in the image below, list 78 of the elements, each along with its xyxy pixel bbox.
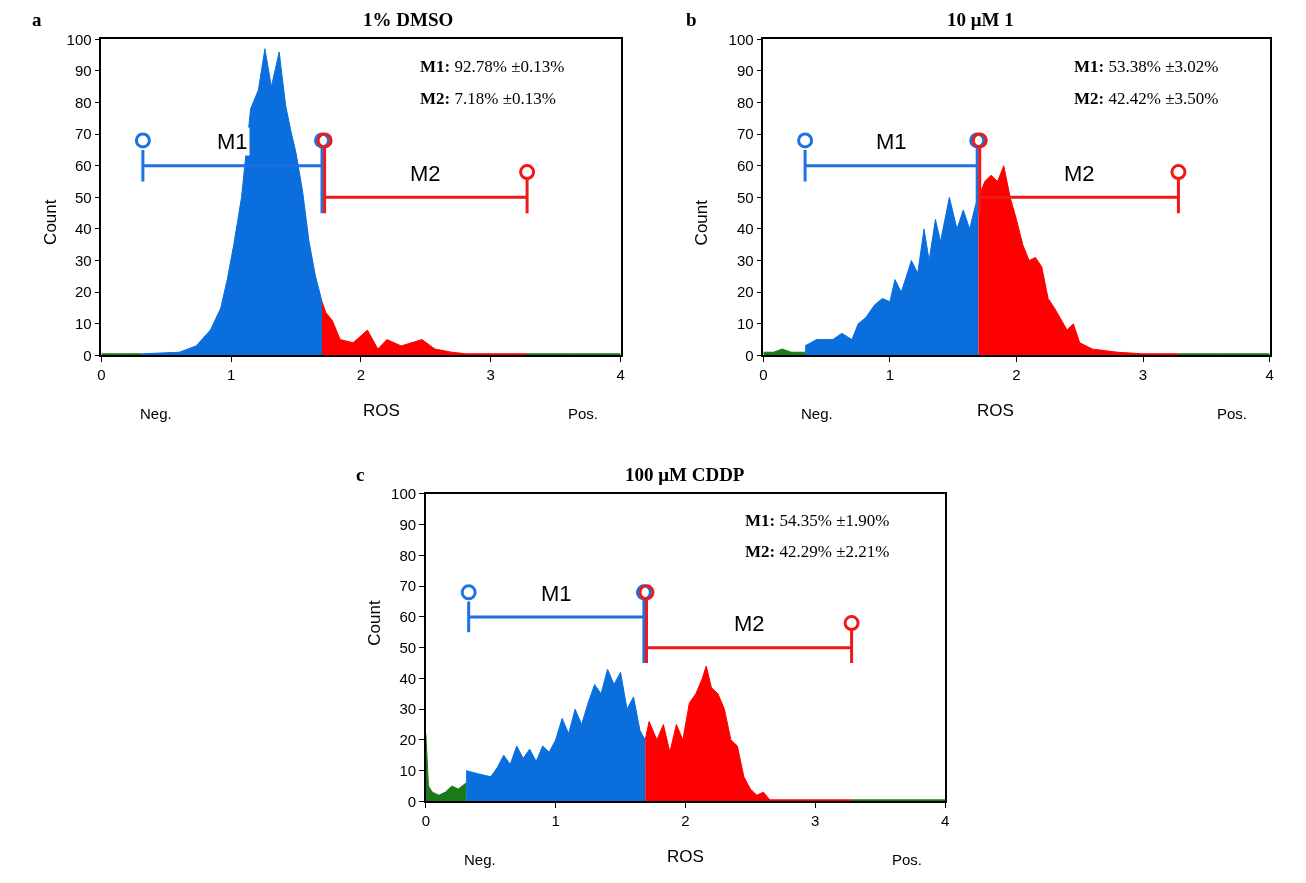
- y-axis-title: Count: [365, 600, 385, 646]
- y-tick-label: 0: [407, 792, 417, 810]
- text: Neg.: [140, 405, 172, 422]
- series-label: M1: [217, 129, 248, 154]
- x-tick-label: 0: [759, 366, 768, 384]
- annotation: M1: 92.78% ±0.13%: [420, 57, 565, 76]
- x-tick-label: 4: [940, 812, 950, 830]
- y-tick-label: 60: [399, 608, 417, 626]
- y-tick-label: 100: [391, 485, 417, 503]
- x-tick-label: 0: [97, 366, 106, 384]
- y-tick-label: 20: [736, 283, 754, 301]
- x-tick-label: 3: [1138, 366, 1148, 384]
- y-tick-label: 30: [736, 251, 754, 269]
- x-tick-label: 1: [885, 366, 895, 384]
- series-label: M2: [1064, 161, 1095, 186]
- y-axis-title: Count: [41, 199, 61, 245]
- x-tick-label: 0: [421, 812, 431, 830]
- y-tick-label: 90: [736, 62, 754, 80]
- y-tick-label: 40: [399, 669, 417, 687]
- y-tick-label: 50: [399, 638, 417, 656]
- text: a: [32, 9, 42, 30]
- x-tick-label: 1: [551, 812, 560, 830]
- annotation: M2: 42.29% ±2.21%: [745, 542, 890, 561]
- y-tick-label: 0: [745, 346, 754, 364]
- y-tick-label: 10: [736, 315, 754, 333]
- y-tick-label: 10: [399, 761, 417, 779]
- y-tick-label: 80: [399, 546, 417, 564]
- y-tick-label: 30: [74, 251, 92, 269]
- text: c: [356, 464, 365, 485]
- x-tick-label: 2: [356, 366, 366, 384]
- series-label: M1: [876, 129, 907, 154]
- x-tick-label: 3: [486, 366, 495, 384]
- text: Neg.: [801, 405, 833, 422]
- x-axis-title: ROS: [977, 401, 1014, 420]
- x-axis-title: ROS: [667, 847, 704, 866]
- y-tick-label: 70: [399, 577, 417, 595]
- x-axis-title: ROS: [363, 401, 400, 420]
- y-tick-label: 40: [74, 220, 92, 238]
- annotation: M1: 53.38% ±3.02%: [1074, 57, 1219, 76]
- annotation: M2: 7.18% ±0.13%: [420, 89, 556, 108]
- y-tick-label: 10: [74, 315, 92, 333]
- y-tick-label: 20: [74, 283, 92, 301]
- x-tick-label: 4: [616, 366, 625, 384]
- chart-title: 10 μM 1: [947, 9, 1014, 30]
- x-tick-label: 2: [1012, 366, 1021, 384]
- x-tick-label: 4: [1265, 366, 1274, 384]
- y-tick-label: 30: [399, 700, 417, 718]
- chart-title: 100 μM CDDP: [625, 464, 745, 485]
- series-label: M2: [734, 611, 765, 636]
- text: Pos.: [1217, 405, 1248, 422]
- y-tick-label: 70: [736, 125, 754, 143]
- y-axis-title: Count: [691, 199, 711, 246]
- chart-title: 1% DMSO: [363, 9, 454, 30]
- series-label: M2: [410, 161, 441, 186]
- annotation: M2: 42.42% ±3.50%: [1074, 89, 1219, 108]
- y-tick-label: 80: [74, 93, 92, 111]
- y-tick-label: 90: [399, 515, 417, 533]
- y-tick-label: 100: [66, 30, 92, 48]
- y-tick-label: 90: [74, 62, 92, 80]
- x-tick-label: 1: [226, 366, 236, 384]
- y-tick-label: 80: [736, 93, 754, 111]
- x-tick-label: 2: [681, 812, 690, 830]
- text: Pos.: [568, 405, 599, 422]
- series-label: M1: [541, 581, 572, 606]
- text: Pos.: [892, 851, 923, 868]
- y-tick-label: 20: [399, 731, 417, 749]
- y-tick-label: 70: [74, 125, 92, 143]
- y-tick-label: 60: [74, 157, 92, 174]
- y-tick-label: 60: [736, 157, 754, 174]
- y-tick-label: 0: [83, 346, 92, 364]
- text: Neg.: [464, 851, 496, 868]
- annotation: M1: 54.35% ±1.90%: [745, 511, 890, 530]
- y-tick-label: 100: [728, 30, 754, 48]
- y-tick-label: 40: [736, 220, 754, 238]
- text: b: [686, 9, 697, 30]
- y-tick-label: 50: [74, 188, 92, 206]
- y-tick-label: 50: [736, 188, 754, 206]
- x-tick-label: 3: [811, 812, 820, 830]
